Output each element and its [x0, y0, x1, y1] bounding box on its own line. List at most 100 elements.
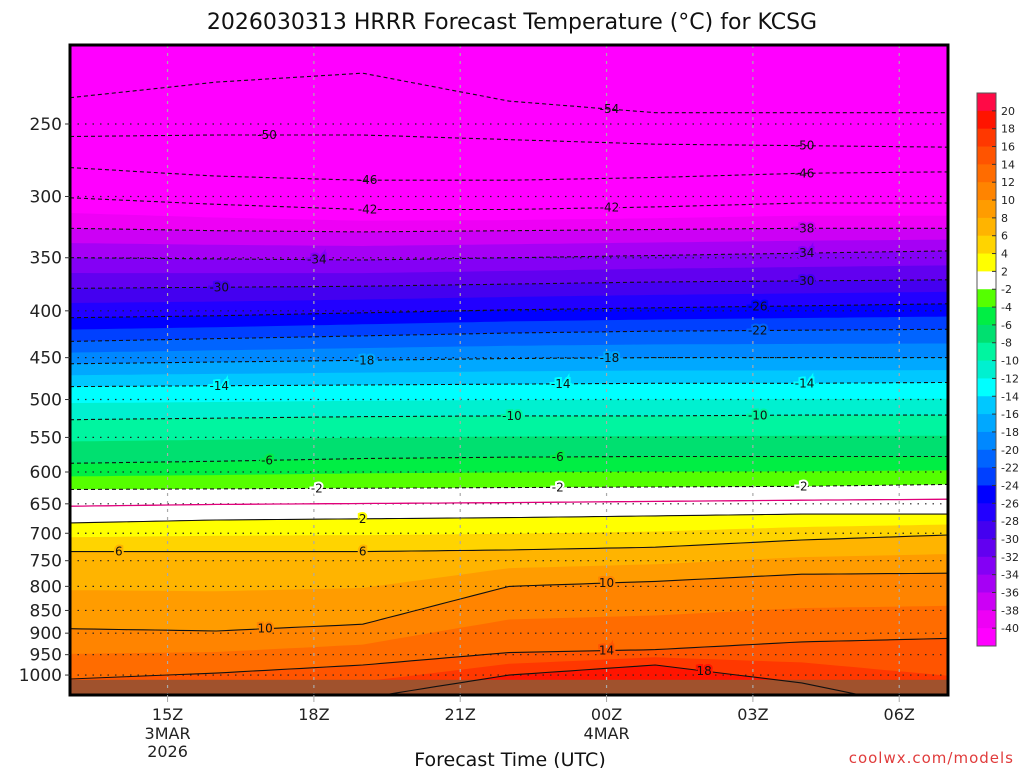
y-tick-label: 950 — [30, 646, 62, 666]
contour-label: -46 — [795, 166, 815, 180]
colorbar-box — [977, 414, 996, 433]
contour-label: -38 — [795, 221, 815, 235]
isotherm--10 — [70, 414, 948, 421]
colorbar-label: -22 — [1001, 462, 1019, 475]
ground-surface — [70, 679, 948, 695]
contour-label: -6 — [261, 453, 273, 467]
x-tick-date: 4MAR — [584, 724, 630, 743]
contour-label: -14 — [795, 376, 815, 390]
colorbar-label: 18 — [1001, 123, 1015, 136]
x-axis-label: Forecast Time (UTC) — [414, 749, 605, 768]
x-tick-label: 03Z — [737, 705, 768, 724]
axes: 250 300 350 400 450 500 550 600 650 700 750 800 850 9… — [19, 115, 915, 761]
contour-label: 10 — [257, 622, 272, 636]
colorbar-label: -28 — [1001, 515, 1019, 528]
isotherm--22 — [70, 328, 948, 342]
colorbar-label: 2 — [1001, 265, 1008, 278]
colorbar: 20 18 16 14 12 10 8 6 4 2 -2 -4 -6 -8 -10 -12 -14 -16 -18 -… — [976, 92, 1019, 647]
contour-label: -34 — [307, 253, 327, 267]
colorbar-label: 14 — [1001, 158, 1015, 171]
contour-label: -2 — [311, 481, 323, 495]
y-tick-label: 1000 — [19, 666, 62, 686]
colorbar-label: -38 — [1001, 604, 1019, 617]
colorbar-box — [977, 574, 996, 593]
isotherm--30 — [70, 279, 948, 289]
contour-label: -30 — [795, 274, 815, 288]
colorbar-box — [977, 146, 996, 165]
isotherm--50 — [70, 134, 948, 148]
y-tick-label: 400 — [30, 302, 62, 322]
colorbar-label: -16 — [1001, 408, 1019, 421]
contour-label: -46 — [358, 173, 378, 187]
isotherm-0 — [70, 498, 948, 507]
y-tick-label: 250 — [30, 115, 62, 135]
colorbar-box — [977, 556, 996, 576]
colorbar-box — [977, 182, 996, 201]
colorbar-label: -14 — [1001, 390, 1019, 403]
isotherm--6 — [70, 455, 948, 464]
contour-label: 14 — [599, 644, 614, 658]
x-tick-label: 00Z — [591, 705, 622, 724]
y-tick-label: 850 — [30, 601, 62, 621]
colorbar-box — [977, 610, 996, 629]
contour-label: -14 — [551, 377, 571, 391]
x-tick-label: 21Z — [445, 705, 476, 724]
contour-label: -2 — [552, 480, 564, 494]
contour-label: 2 — [359, 512, 367, 526]
chart-title: 2026030313 HRRR Forecast Temperature (°C… — [207, 10, 817, 35]
contour-label: -10 — [502, 409, 522, 423]
y-tick-label: 550 — [30, 428, 62, 448]
x-tick-label: 15Z — [152, 705, 183, 724]
colorbar-box — [977, 235, 996, 255]
isotherm-6 — [70, 534, 948, 553]
colorbar-box — [977, 592, 996, 611]
colorbar-label: 4 — [1001, 248, 1008, 261]
isotherm-18 — [379, 664, 864, 695]
colorbar-label: 8 — [1001, 212, 1008, 225]
x-tick-label: 18Z — [298, 705, 329, 724]
contour-label: -26 — [748, 299, 768, 313]
isotherm-2 — [70, 513, 948, 524]
isotherm--38 — [70, 227, 948, 233]
colorbar-label: -18 — [1001, 426, 1019, 439]
colorbar-box — [977, 307, 996, 326]
y-tick-label: 600 — [30, 463, 62, 483]
colorbar-box — [977, 449, 996, 469]
colorbar-label: -24 — [1001, 479, 1019, 492]
colorbar-box — [977, 110, 996, 130]
colorbar-box — [977, 128, 996, 148]
colorbar-box — [977, 396, 996, 415]
credit-link[interactable]: coolwx.com/models — [849, 749, 1014, 767]
contour-label: -2 — [796, 479, 808, 493]
colorbar-box — [977, 503, 996, 522]
y-tick-label: 500 — [30, 391, 62, 411]
colorbar-label: -26 — [1001, 497, 1019, 510]
y-tick-label: 450 — [30, 349, 62, 369]
x-tick-year: 2026 — [147, 742, 188, 761]
contour-label: 6 — [115, 545, 123, 559]
colorbar-box — [977, 93, 996, 112]
contour-label: 18 — [696, 664, 711, 678]
plot-frame — [68, 43, 950, 697]
colorbar-label: -32 — [1001, 551, 1019, 564]
isotherm--14 — [70, 381, 948, 388]
colorbar-label: -30 — [1001, 533, 1019, 546]
contour-label: -6 — [552, 450, 564, 464]
colorbar-label: 12 — [1001, 176, 1015, 189]
colorbar-box — [977, 200, 996, 219]
colorbar-label: 10 — [1001, 194, 1015, 207]
isotherm--34 — [70, 250, 948, 261]
contour-label: -22 — [748, 324, 768, 338]
colorbar-box — [977, 289, 996, 308]
contour-label: 6 — [359, 545, 367, 559]
colorbar-box — [977, 538, 996, 558]
colorbar-frame — [976, 92, 997, 647]
contour-label: -42 — [600, 201, 620, 215]
colorbar-box — [977, 485, 996, 504]
colorbar-label: -34 — [1001, 569, 1019, 582]
colorbar-box — [977, 467, 996, 486]
y-tick-label: 300 — [30, 187, 62, 207]
contour-label: -50 — [257, 128, 277, 142]
colorbar-label: -8 — [1001, 337, 1012, 350]
